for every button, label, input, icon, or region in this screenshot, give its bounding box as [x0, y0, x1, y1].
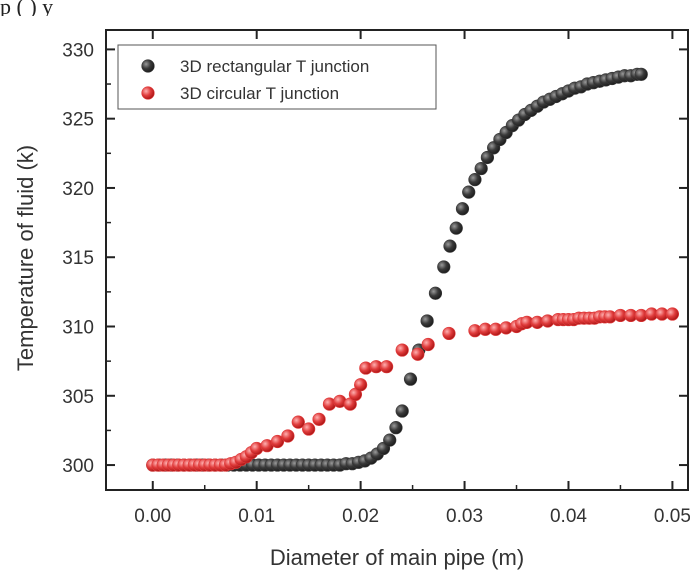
data-point: [281, 429, 295, 443]
x-tick-label: 0.00: [134, 506, 171, 527]
legend: 3D rectangular T junction 3D circular T j…: [117, 44, 437, 110]
data-point: [354, 378, 368, 392]
data-point: [403, 372, 418, 386]
x-tick-label: 0.04: [550, 506, 587, 527]
y-tick-label: 300: [62, 456, 94, 477]
data-point: [421, 337, 435, 352]
data-point: [411, 347, 425, 361]
data-series: [146, 67, 680, 472]
data-point: [443, 239, 457, 253]
data-point: [442, 326, 456, 341]
legend-label: 3D rectangular T junction: [180, 57, 369, 76]
data-point: [474, 161, 488, 176]
data-point: [634, 67, 648, 81]
y-tick-label: 310: [62, 318, 94, 339]
series-circular: [146, 307, 680, 472]
legend-marker: [141, 86, 155, 100]
x-tick-label: 0.05: [654, 506, 690, 527]
legend-label: 3D circular T junction: [180, 84, 339, 103]
x-axis-label: Diameter of main pipe (m): [270, 545, 524, 570]
axis-ticks: 0.00 0.01 0.02 0.03 0.04 0.05 300 305 310 315 320 3…: [62, 30, 690, 527]
plot-frame: [105, 29, 689, 491]
data-point: [291, 415, 305, 429]
x-tick-label: 0.03: [446, 506, 483, 527]
data-point: [380, 360, 394, 374]
legend-box: [117, 44, 437, 110]
y-axis-label: Temperature of fluid (k): [13, 145, 38, 371]
data-point: [420, 314, 434, 328]
y-tick-label: 325: [62, 110, 94, 131]
data-point: [270, 434, 285, 449]
x-tick-label: 0.01: [238, 506, 275, 527]
data-point: [383, 433, 397, 447]
x-tick-label: 0.02: [342, 506, 379, 527]
data-point: [428, 286, 443, 300]
legend-marker: [141, 59, 155, 73]
data-point: [312, 412, 326, 426]
y-tick-label: 315: [62, 248, 94, 269]
series-rectangular: [146, 67, 648, 472]
data-point: [449, 221, 463, 235]
y-tick-label: 320: [62, 179, 94, 200]
data-point: [395, 404, 409, 418]
y-tick-label: 330: [62, 40, 94, 61]
data-point: [302, 422, 316, 436]
data-point: [468, 173, 482, 187]
data-point: [480, 150, 495, 165]
data-point: [462, 185, 476, 199]
data-point: [395, 343, 409, 357]
data-point: [455, 202, 470, 216]
data-point: [389, 421, 403, 435]
data-point: [665, 307, 680, 321]
y-tick-label: 305: [62, 387, 94, 408]
cropped-caption-text: p ( ) y: [0, 0, 54, 16]
data-point: [437, 260, 451, 274]
